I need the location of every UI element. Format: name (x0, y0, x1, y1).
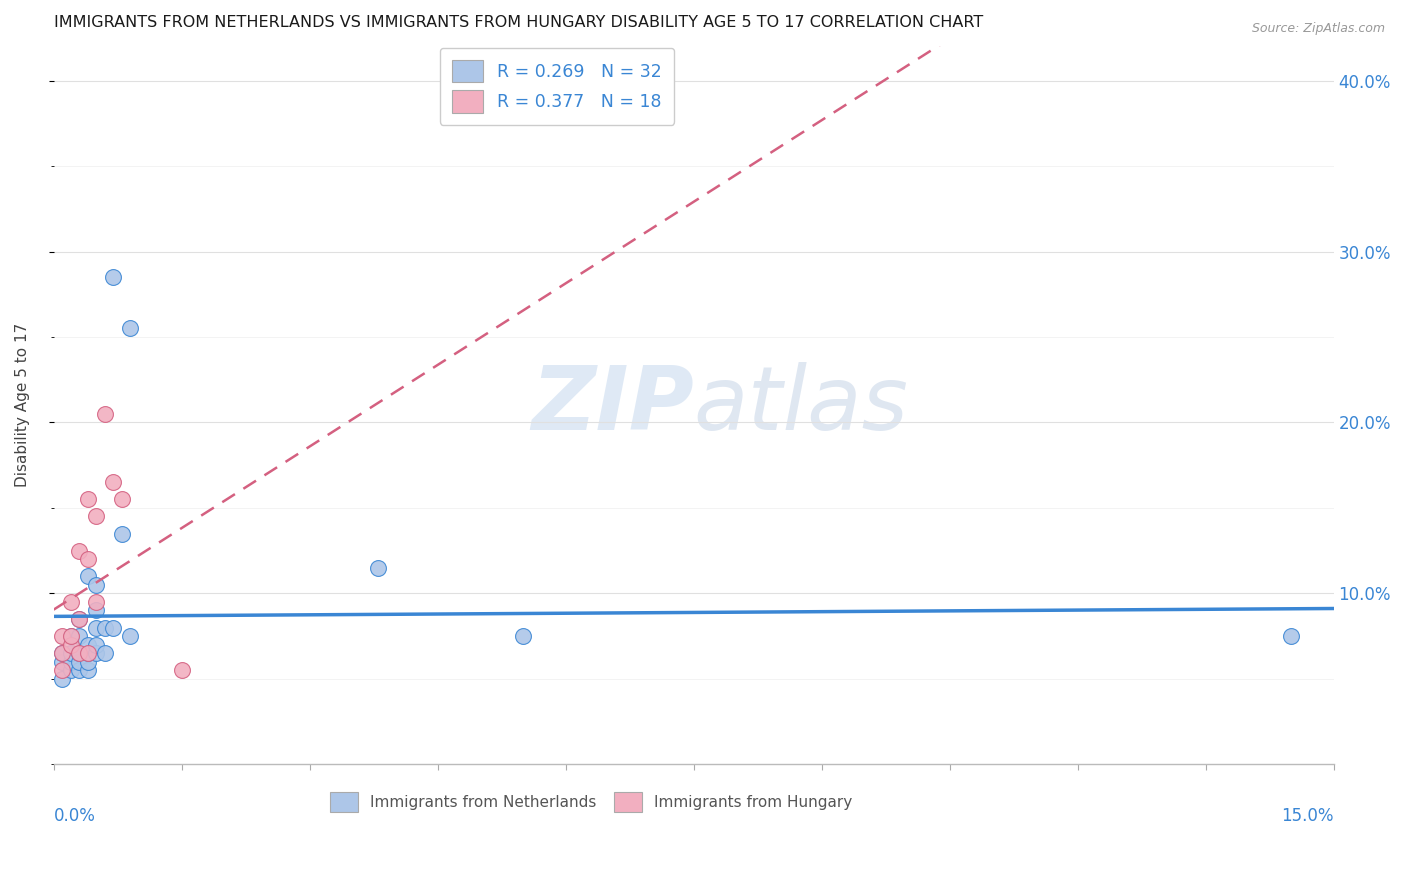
Point (111, 492, 134, 507)
Point (59, 655, 82, 669)
Point (76, 655, 98, 669)
Point (103, 621, 125, 635)
Point (67, 629, 90, 643)
Point (120, 629, 142, 643)
Point (111, 526, 134, 541)
Point (170, 663, 193, 677)
Text: Source: ZipAtlas.com: Source: ZipAtlas.com (1251, 22, 1385, 36)
Point (84, 603, 107, 617)
Point (76, 646, 98, 660)
Point (84, 621, 107, 635)
Point (51, 629, 73, 643)
Point (76, 552, 98, 566)
Point (67, 663, 90, 677)
Point (84, 509, 107, 524)
Legend: Immigrants from Netherlands, Immigrants from Hungary: Immigrants from Netherlands, Immigrants … (323, 786, 859, 818)
Point (59, 595, 82, 609)
Y-axis label: Disability Age 5 to 17: Disability Age 5 to 17 (15, 323, 30, 488)
Point (76, 663, 98, 677)
Point (367, 560, 389, 574)
Text: ZIP: ZIP (531, 362, 693, 449)
Point (67, 655, 90, 669)
Point (59, 629, 82, 643)
Point (84, 638, 107, 652)
Point (67, 612, 90, 626)
Text: 15.0%: 15.0% (1281, 807, 1334, 825)
Point (103, 270, 125, 285)
Point (76, 569, 98, 583)
Point (51, 646, 73, 660)
Point (51, 646, 73, 660)
Text: 0.0%: 0.0% (53, 807, 96, 825)
Point (1279, 629, 1302, 643)
Point (84, 595, 107, 609)
Text: atlas: atlas (693, 362, 908, 449)
Point (512, 629, 534, 643)
Point (67, 646, 90, 660)
Point (84, 578, 107, 592)
Point (120, 321, 142, 335)
Point (59, 663, 82, 677)
Point (67, 612, 90, 626)
Point (94, 621, 117, 635)
Point (94, 407, 117, 421)
Point (76, 638, 98, 652)
Text: IMMIGRANTS FROM NETHERLANDS VS IMMIGRANTS FROM HUNGARY DISABILITY AGE 5 TO 17 CO: IMMIGRANTS FROM NETHERLANDS VS IMMIGRANT… (53, 15, 983, 30)
Point (51, 663, 73, 677)
Point (94, 646, 117, 660)
Point (51, 655, 73, 669)
Point (76, 646, 98, 660)
Point (84, 646, 107, 660)
Point (59, 638, 82, 652)
Point (59, 629, 82, 643)
Point (67, 543, 90, 558)
Point (76, 492, 98, 507)
Point (103, 475, 125, 490)
Point (59, 646, 82, 660)
Point (67, 646, 90, 660)
Point (51, 672, 73, 686)
